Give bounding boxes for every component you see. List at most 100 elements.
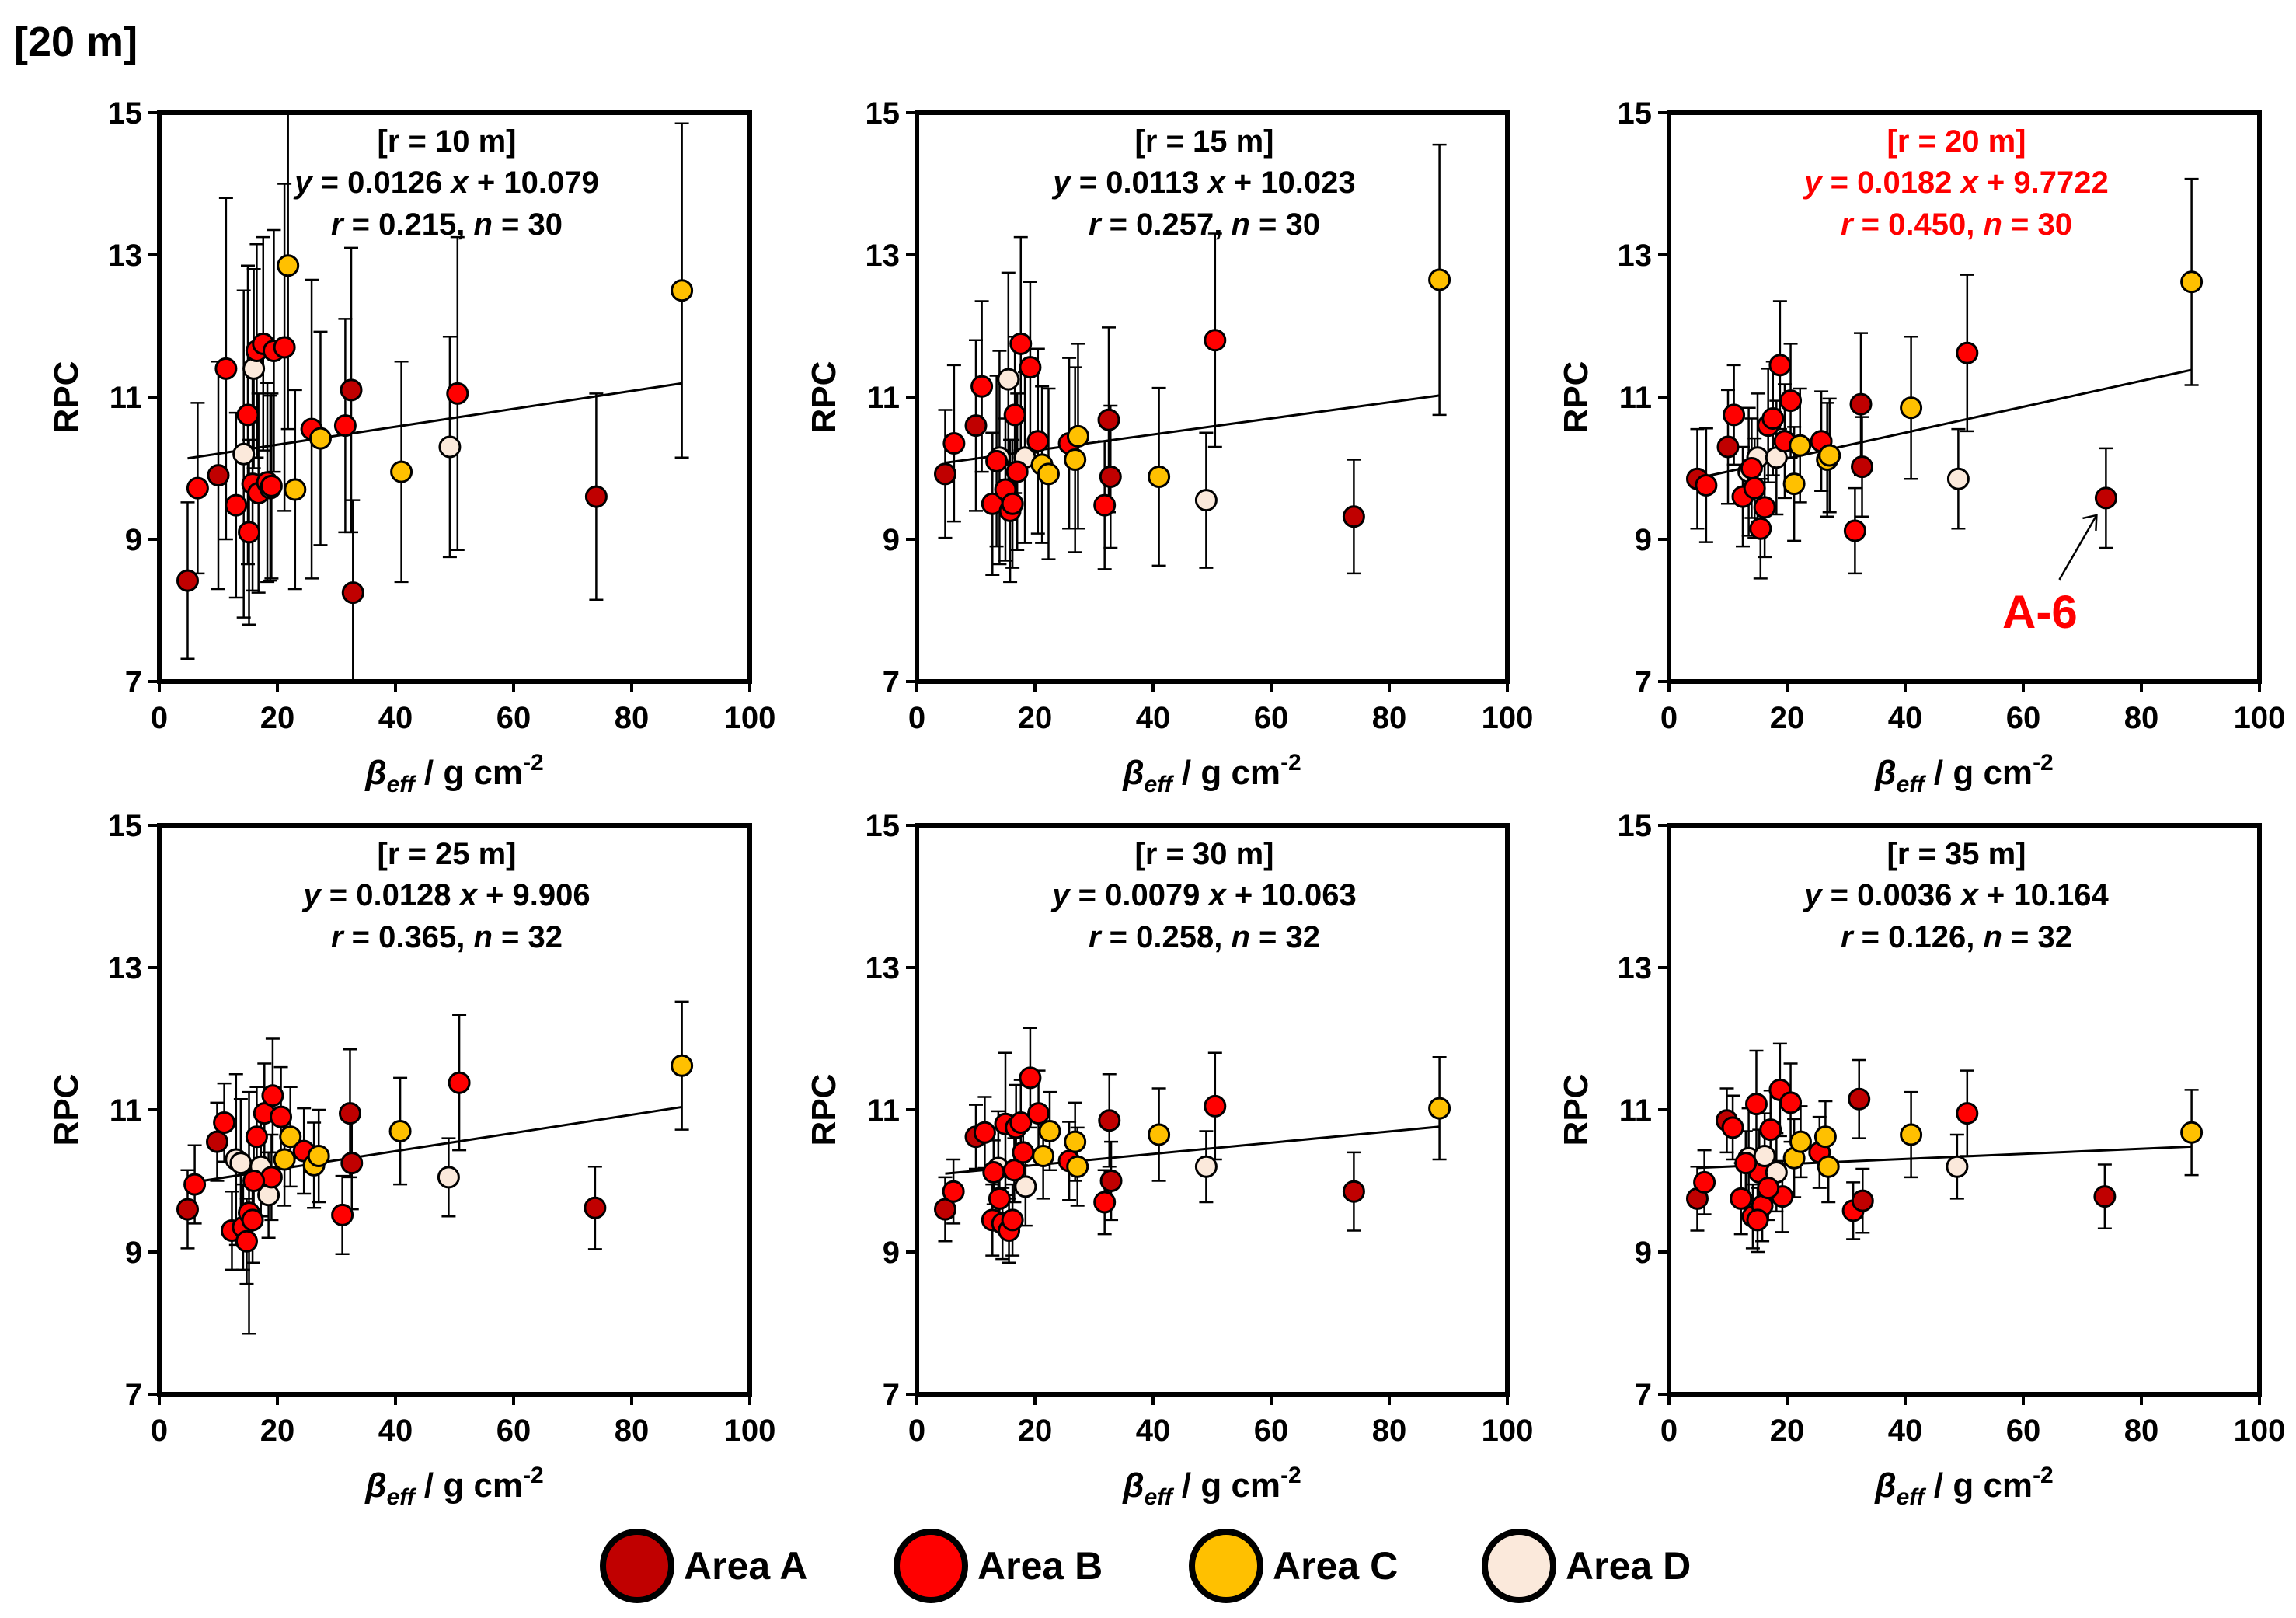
data-point-area-a [1716,435,1740,459]
chart-panel-6: 7 9 11 13 15 0 20 40 60 80 100 RPC βeff / g cm-2 [r =… [1557,809,2285,1510]
stats-token: = [1101,920,1127,954]
data-point-area-b [260,474,283,497]
x-axis-label-sub: eff [1897,772,1927,797]
data-point-area-b [270,1105,293,1128]
data-point-area-b [1753,496,1776,519]
equation-token: 0.0036 [1848,878,1952,912]
data-point-area-a [933,462,956,486]
data-point-area-d [1946,1155,1969,1178]
data-point-area-c [1148,1123,1171,1146]
data-point-area-b [446,382,469,405]
y-tick-label: 9 [883,1236,900,1270]
data-point-area-b [1843,519,1866,542]
stats-token: 0.365, [370,920,465,954]
x-axis-label-sup: -2 [1280,1463,1301,1488]
data-point-area-b [245,1125,268,1149]
stats-token: 0.215, [370,207,465,242]
x-tick-label: 20 [1770,701,1805,735]
chart-panel-5: 7 9 11 13 15 0 20 40 60 80 100 RPC βeff / g cm-2 [r =… [805,809,1533,1510]
data-point-area-b [1019,1066,1042,1090]
y-tick-label: 13 [1618,951,1653,985]
data-point-area-b [1744,1093,1768,1116]
data-point-area-a [1342,505,1365,528]
y-tick-label: 13 [108,239,143,273]
legend-label: Area A [684,1544,807,1588]
data-point-area-b [1761,406,1785,430]
annotation-arrow-shaft [2058,514,2098,581]
legend-marker [894,1529,968,1603]
plot-frame [915,110,1510,684]
regression-equation: y = 0.0079 x + 10.063 [1050,878,1357,912]
stats-token: = [2002,920,2029,954]
plot-inner [1685,177,2204,580]
stats-token: 30 [2029,207,2072,242]
data-point-area-b [1009,1111,1033,1134]
data-point-area-a [1097,408,1120,431]
y-tick-label: 9 [1635,523,1652,557]
data-point-area-a [2094,486,2117,510]
data-point-area-b [1956,1102,1979,1125]
regression-stats: r = 0.258, n = 32 [1089,920,1320,954]
stats-token: n [1222,207,1250,242]
data-point-area-b [1749,517,1772,540]
equation-token: + [1978,878,2005,912]
y-tick-label: 13 [108,951,143,985]
data-point-area-c [390,460,413,483]
stats-token: r [1089,920,1103,954]
regression-stats: r = 0.450, n = 30 [1841,207,2072,242]
equation-token: 0.0079 [1096,878,1200,912]
x-tick-label: 40 [1136,1414,1171,1448]
equation-token: + [1225,166,1252,200]
regression-equation: y = 0.0126 x + 10.079 [293,166,599,200]
equation-token: 10.079 [495,166,598,200]
x-tick-label: 20 [1018,701,1053,735]
data-point-area-b [1740,457,1763,479]
data-point-area-b [241,1208,264,1232]
x-axis-label-beta: β [1874,754,1896,792]
y-tick-label: 7 [883,665,900,699]
data-point-area-a [1099,465,1122,488]
data-point-area-c [1066,1155,1089,1178]
stats-token: n [1222,920,1250,954]
legend-label: Area C [1273,1544,1398,1588]
chart-panel-1: 7 9 11 13 15 0 20 40 60 80 100 RPC βeff / g cm-2 [r =… [47,96,775,797]
data-point-area-a [176,1198,199,1221]
x-tick-label: 60 [2006,701,2041,735]
equation-token: + [469,166,495,200]
legend-marker [600,1529,674,1603]
data-point-area-a [207,464,230,487]
x-axis-label-unit: / g cm [1172,1466,1280,1505]
x-tick-label: 0 [1660,1414,1678,1448]
data-point-area-d [1194,489,1218,512]
stats-token: r [1841,207,1855,242]
x-axis-label-sub: eff [1897,1484,1927,1510]
panel-title: [r = 20 m] [1887,124,2026,159]
legend-item-4: Area D [1482,1529,1691,1603]
legend: Area A Area B Area C Area D [600,1529,1691,1603]
data-point-area-b [1734,1152,1758,1175]
stats-token: = [343,207,370,242]
regression-equation: y = 0.0113 x + 10.023 [1051,166,1355,200]
stats-token: 32 [1277,920,1320,954]
y-tick-label: 9 [1635,1236,1652,1270]
data-point-area-c [671,1054,694,1077]
data-point-area-c [1428,268,1451,291]
data-point-area-a [340,1152,364,1175]
y-axis-label: RPC [47,1074,85,1146]
x-axis-label-sub: eff [387,772,417,797]
data-point-area-b [1759,1118,1782,1142]
panel-title: [r = 15 m] [1135,124,1274,159]
data-point-area-a [584,485,608,508]
stats-token: = [1853,920,1880,954]
legend-marker [1189,1529,1263,1603]
regression-equation: y = 0.0036 x + 10.164 [1803,878,2109,912]
data-point-area-b [273,336,296,359]
plot-inner [933,1027,1451,1264]
plot-frame [157,110,752,684]
data-point-area-c [1782,472,1806,496]
data-point-area-c [1789,1130,1812,1153]
data-point-area-b [448,1071,471,1094]
equation-token: = [1821,166,1848,200]
stats-token: 0.258, [1127,920,1222,954]
